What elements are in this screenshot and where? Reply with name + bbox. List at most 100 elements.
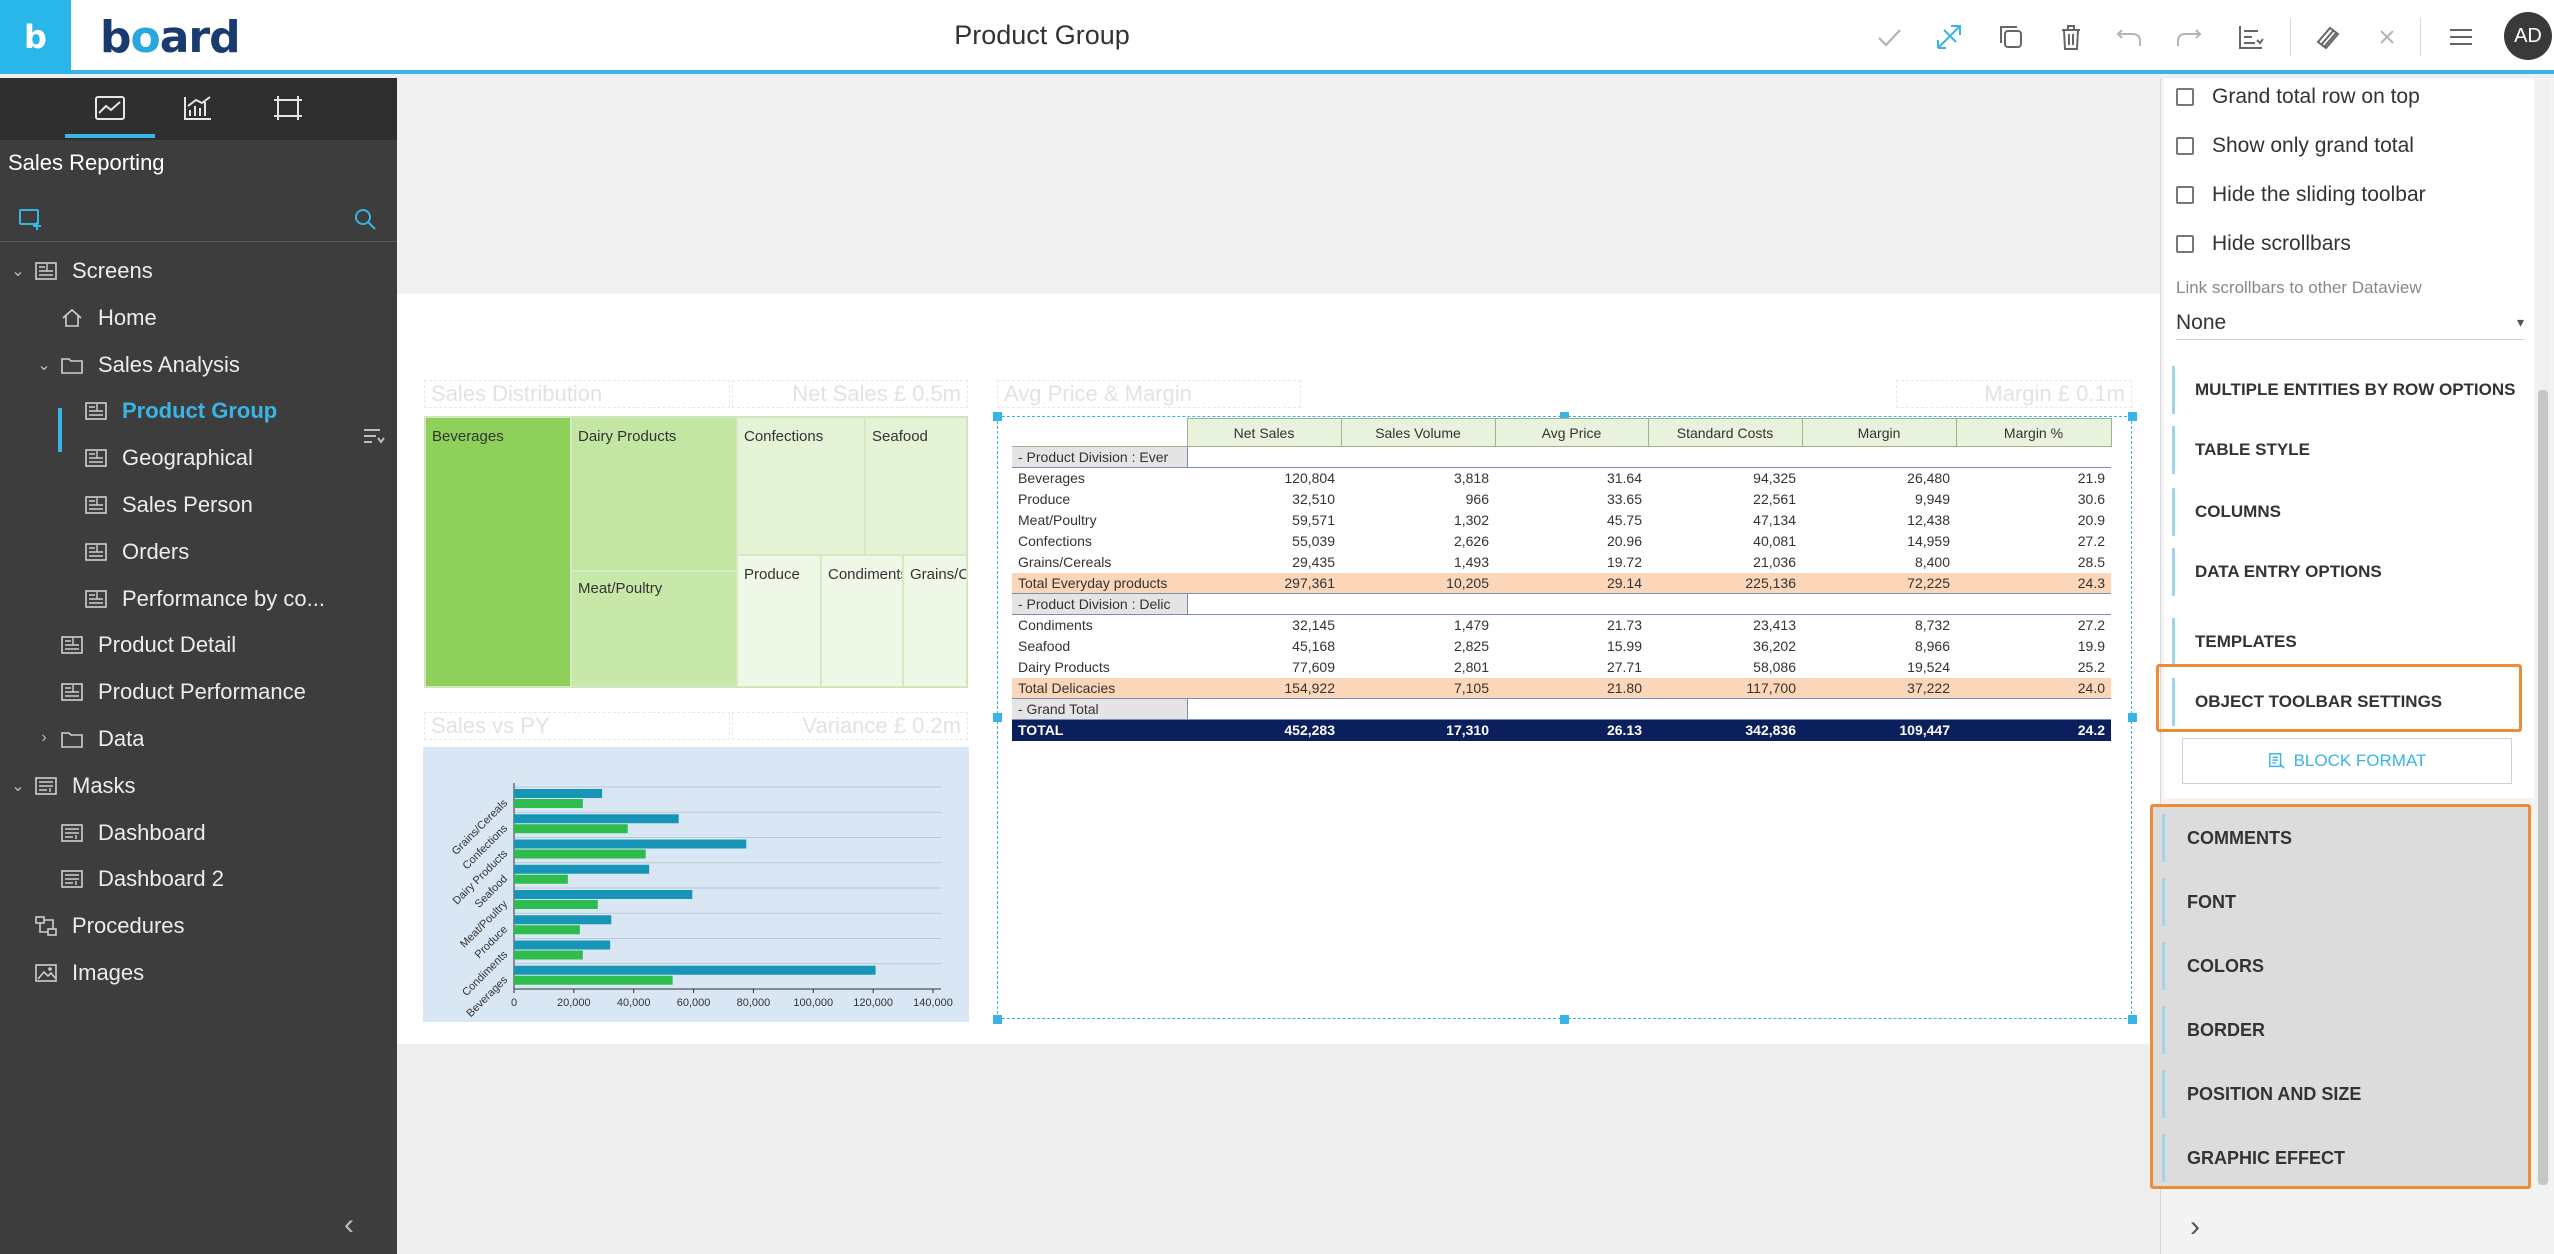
table-row[interactable]: Condiments 32,145 1,479 21.73 23,413 8,732 27.… [1012, 615, 2111, 636]
group-header-cell[interactable]: - Grand Total [1012, 698, 1188, 720]
item-options-icon[interactable] [362, 426, 386, 446]
table-style-section[interactable]: TABLE STYLE [2172, 426, 2528, 474]
tree-item-screens[interactable]: ⌄ Screens [0, 248, 397, 294]
value-cell[interactable]: 8,966 [1914, 638, 1950, 654]
group-header-row[interactable]: - Product Division : Delic [1012, 593, 2111, 615]
treemap-cell-grains-cereals[interactable]: Grains/Cereals [903, 555, 967, 687]
sales-treemap[interactable]: Beverages Dairy Products Confections Sea… [424, 416, 968, 688]
graphic-effect-section[interactable]: GRAPHIC EFFECT [2162, 1134, 2518, 1182]
hide-scrollbars-checkbox[interactable]: Hide scrollbars [2176, 227, 2351, 261]
show-only-grand-total-checkbox[interactable]: Show only grand total [2176, 129, 2414, 163]
value-cell[interactable]: 27.2 [2077, 533, 2105, 549]
resize-handle[interactable] [993, 713, 1002, 722]
value-cell[interactable]: 120,804 [1284, 470, 1335, 487]
group-header-row[interactable]: - Grand Total [1012, 698, 2111, 720]
resize-handle[interactable] [993, 1015, 1002, 1024]
columns-section[interactable]: COLUMNS [2172, 488, 2528, 536]
user-avatar[interactable]: AD [2504, 12, 2552, 60]
analytics-tab-icon[interactable] [176, 88, 220, 128]
delete-icon[interactable] [2052, 18, 2090, 56]
value-cell[interactable]: 109,447 [1802, 719, 1956, 741]
value-cell[interactable]: 36,202 [1753, 638, 1796, 654]
value-cell[interactable]: 45.75 [1606, 512, 1642, 528]
value-cell[interactable]: 2,825 [1453, 638, 1489, 654]
resize-handle[interactable] [993, 412, 1002, 421]
tree-item-orders[interactable]: Orders [0, 529, 397, 575]
tree-item-images[interactable]: Images [0, 950, 397, 996]
value-cell[interactable]: 32,145 [1292, 617, 1335, 634]
value-cell[interactable]: 77,609 [1292, 659, 1335, 675]
value-cell[interactable]: 24.3 [1956, 572, 2111, 594]
value-cell[interactable]: 12,438 [1907, 512, 1950, 528]
close-icon[interactable] [2368, 18, 2406, 56]
value-cell[interactable]: 33.65 [1606, 491, 1642, 507]
value-cell[interactable]: 72,225 [1802, 572, 1956, 594]
resize-handle[interactable] [2128, 713, 2137, 722]
value-cell[interactable]: 7,105 [1341, 677, 1495, 699]
table-row[interactable]: Beverages 120,804 3,818 31.64 94,325 26,480 21… [1012, 468, 2111, 489]
value-cell[interactable]: 154,922 [1187, 677, 1341, 699]
chevron-down-icon[interactable]: ⌄ [37, 356, 51, 374]
value-cell[interactable]: 10,205 [1341, 572, 1495, 594]
value-cell[interactable]: 15.99 [1606, 638, 1642, 654]
value-cell[interactable]: 2,801 [1453, 659, 1489, 675]
tree-item-dashboard-2[interactable]: Dashboard 2 [0, 856, 397, 902]
value-cell[interactable]: 58,086 [1753, 659, 1796, 675]
tree-item-procedures[interactable]: Procedures [0, 903, 397, 949]
tree-item-product-performance[interactable]: Product Performance [0, 669, 397, 715]
table-row[interactable]: Meat/Poultry 59,571 1,302 45.75 47,134 12,438… [1012, 510, 2111, 531]
comments-section[interactable]: COMMENTS [2162, 814, 2518, 862]
value-cell[interactable]: 8,732 [1914, 617, 1950, 634]
value-cell[interactable]: 21.9 [2077, 470, 2105, 487]
object-toolbar-settings-section[interactable]: OBJECT TOOLBAR SETTINGS [2172, 678, 2528, 726]
value-cell[interactable]: 1,302 [1453, 512, 1489, 528]
value-cell[interactable]: 28.5 [2077, 554, 2105, 570]
value-cell[interactable]: 19.72 [1606, 554, 1642, 570]
value-cell[interactable]: 26,480 [1907, 470, 1950, 487]
value-cell[interactable]: 21.80 [1495, 677, 1648, 699]
chevron-right-icon[interactable]: › [2190, 1210, 2200, 1243]
value-cell[interactable]: 966 [1465, 491, 1489, 507]
link-scrollbars-select[interactable]: None ▾ [2176, 306, 2524, 340]
tree-item-dashboard[interactable]: Dashboard [0, 810, 397, 856]
duplicate-icon[interactable] [1992, 18, 2030, 56]
layout-tab-icon[interactable] [266, 88, 310, 128]
tree-item-product-group[interactable]: Product Group [0, 388, 397, 434]
value-cell[interactable]: 1,479 [1453, 617, 1489, 634]
tree-item-product-detail[interactable]: Product Detail [0, 622, 397, 668]
panel-scrollbar-thumb[interactable] [2538, 390, 2548, 1185]
value-cell[interactable]: 19.9 [2077, 638, 2105, 654]
value-cell[interactable]: 32,510 [1292, 491, 1335, 507]
undo-icon[interactable] [2110, 18, 2148, 56]
value-cell[interactable]: 8,400 [1914, 554, 1950, 570]
column-header[interactable]: Margin % [1955, 418, 2112, 447]
value-cell[interactable]: 55,039 [1292, 533, 1335, 549]
checkbox-box[interactable] [2176, 88, 2194, 106]
value-cell[interactable]: 452,283 [1187, 719, 1341, 741]
tree-item-data[interactable]: › Data [0, 716, 397, 762]
edit-layout-icon[interactable] [1930, 18, 1968, 56]
value-cell[interactable]: 31.64 [1606, 470, 1642, 487]
chevron-down-icon[interactable]: ⌄ [11, 263, 25, 280]
value-cell[interactable]: 23,413 [1753, 617, 1796, 634]
chevron-right-icon[interactable]: › [41, 729, 47, 746]
column-header[interactable]: Standard Costs [1647, 418, 1803, 447]
align-icon[interactable] [2232, 18, 2270, 56]
resize-handle[interactable] [2128, 1015, 2137, 1024]
group-header-cell[interactable]: - Product Division : Delic [1012, 593, 1188, 615]
value-cell[interactable]: 19,524 [1907, 659, 1950, 675]
sales-vs-py-bar-chart[interactable]: Grains/Cereals Confections Dairy Products S… [423, 747, 969, 1022]
column-header[interactable]: Margin [1801, 418, 1957, 447]
checkbox-box[interactable] [2176, 235, 2194, 253]
border-section[interactable]: BORDER [2162, 1006, 2518, 1054]
app-logo-icon[interactable]: b [0, 0, 71, 74]
value-cell[interactable]: 14,959 [1907, 533, 1950, 549]
column-header[interactable]: Avg Price [1494, 418, 1649, 447]
block-format-button[interactable]: BLOCK FORMAT [2182, 738, 2512, 784]
tree-item-home[interactable]: Home [0, 295, 397, 341]
column-header[interactable]: Sales Volume [1340, 418, 1496, 447]
treemap-cell-seafood[interactable]: Seafood [865, 417, 967, 555]
column-header[interactable] [1012, 418, 1188, 447]
resize-handle[interactable] [2128, 412, 2137, 421]
value-cell[interactable]: 37,222 [1802, 677, 1956, 699]
